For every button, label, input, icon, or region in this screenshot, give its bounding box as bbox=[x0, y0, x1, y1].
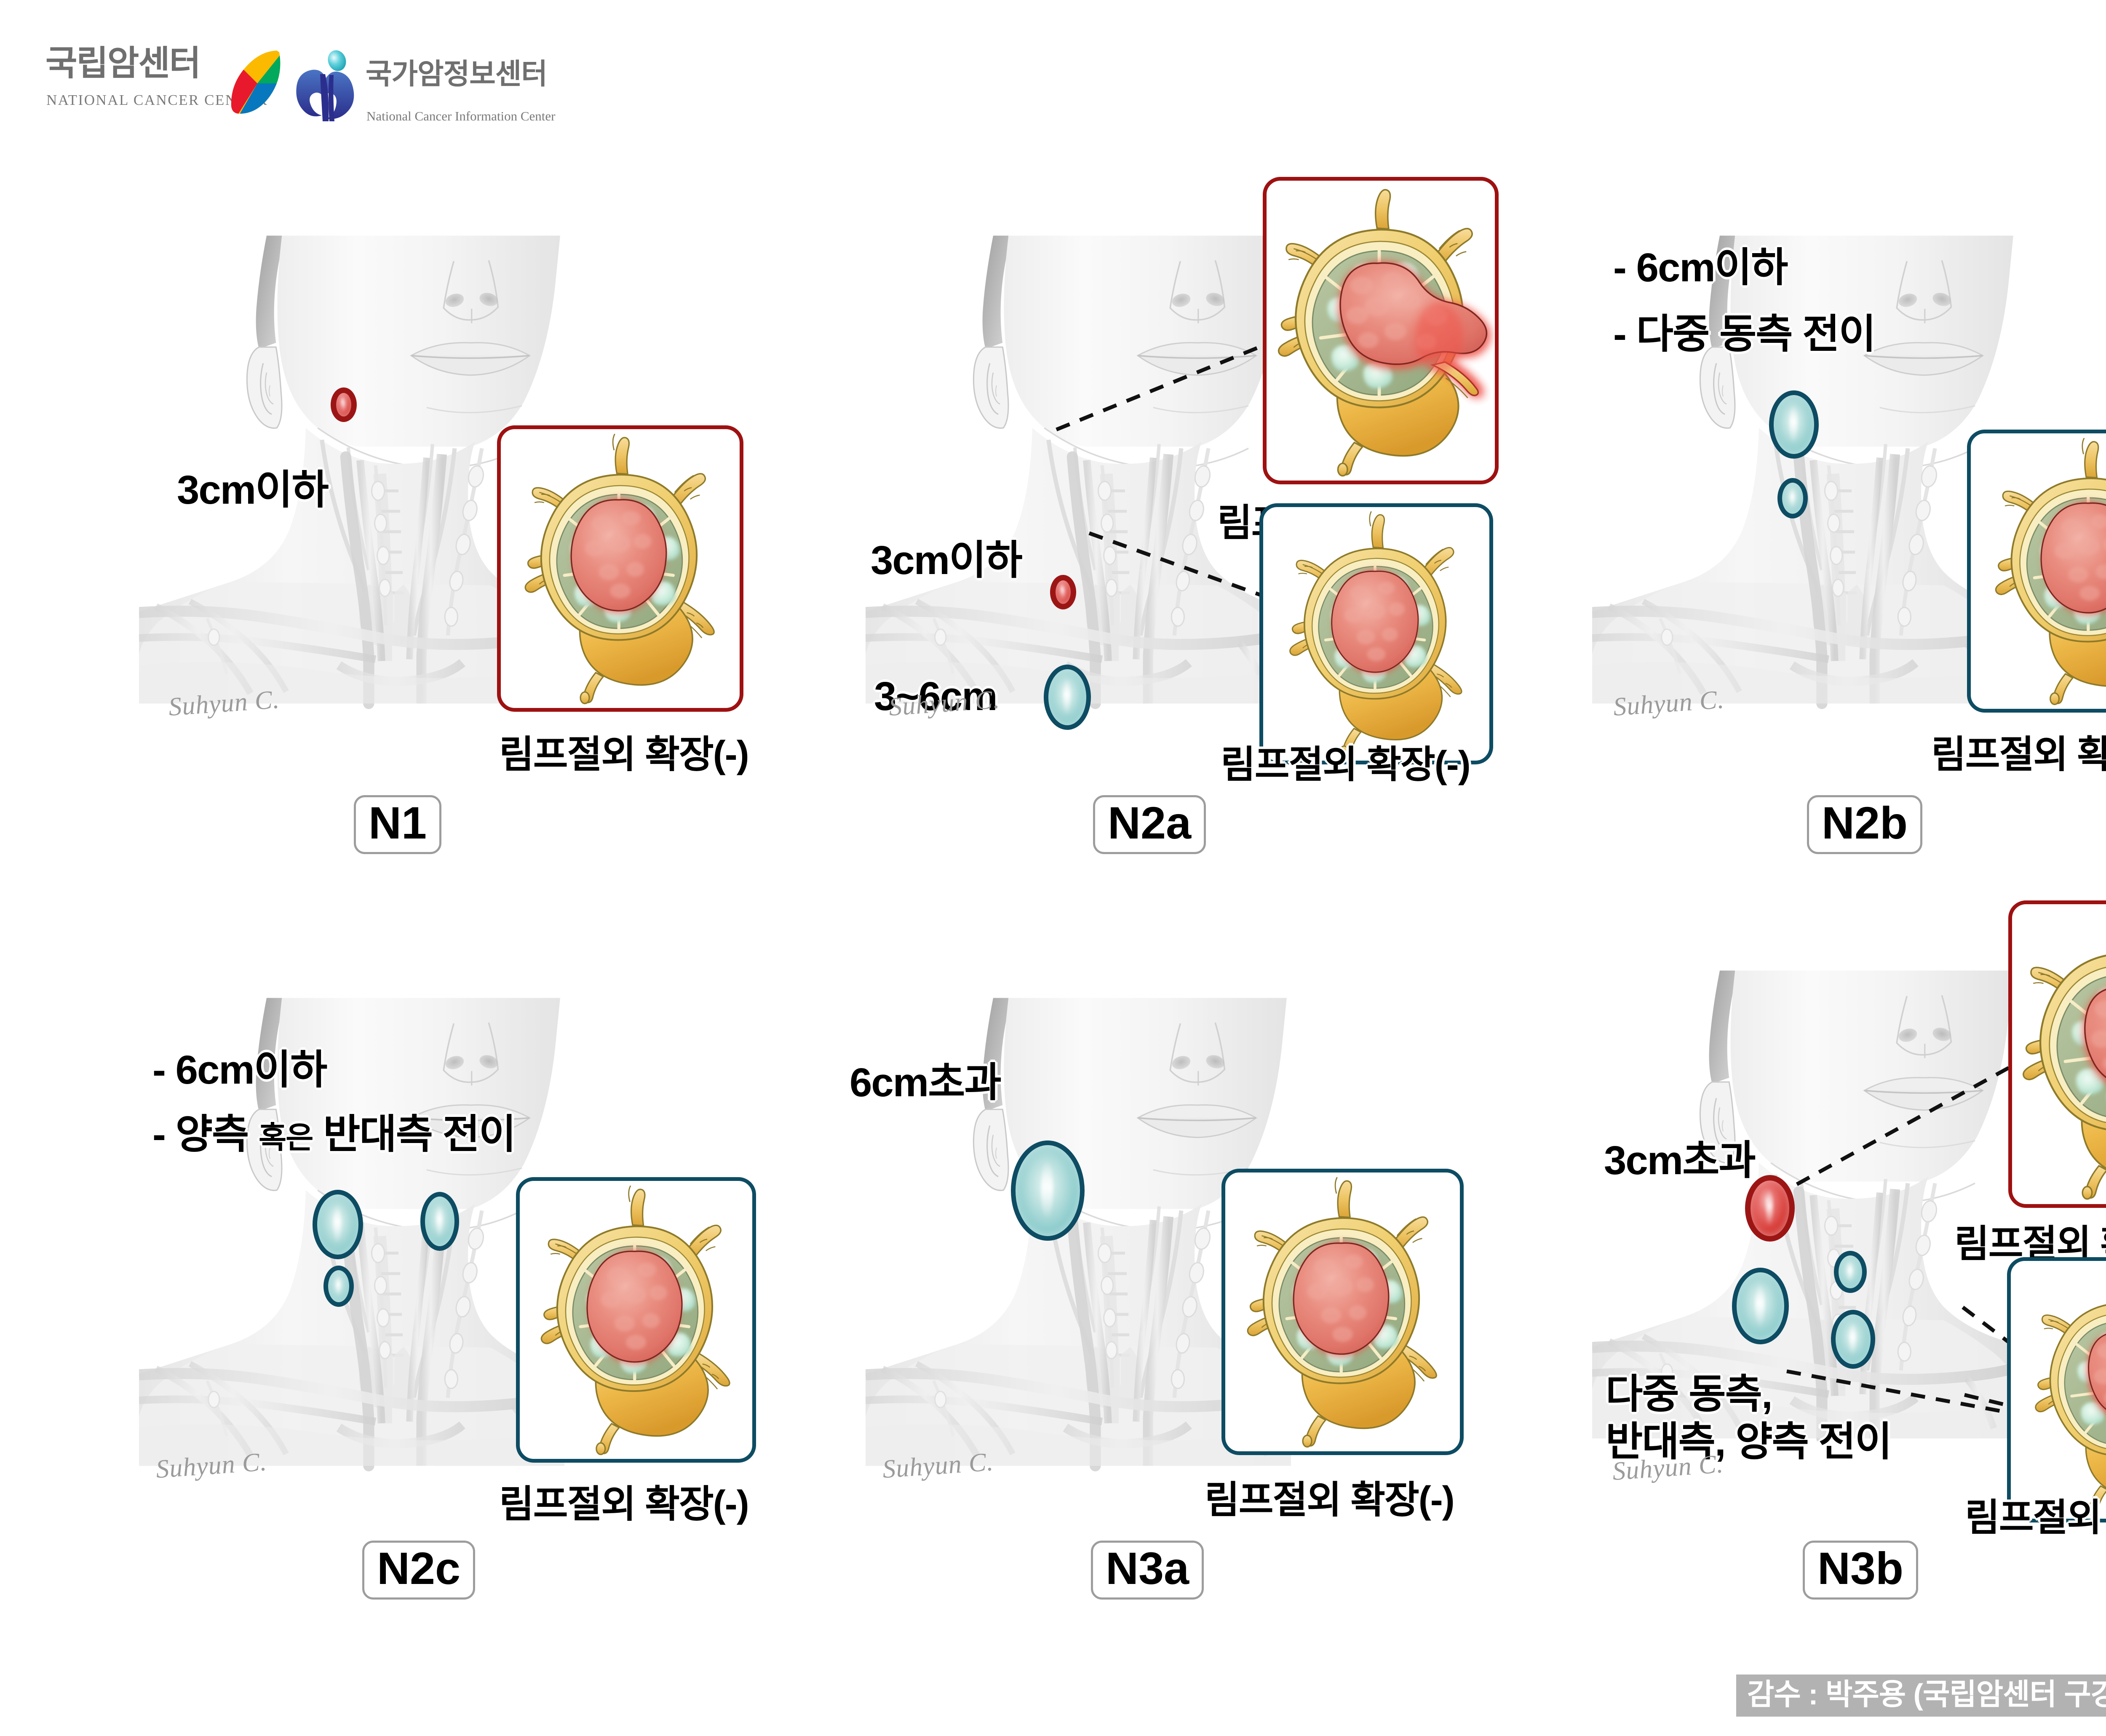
panel-n3b: 3cm초과 다중 동측, 반대측, 양측 전이 Suhyun C. bbox=[1592, 889, 2018, 1520]
panel-n3a: 6cm초과 Suhyun C. bbox=[850, 927, 1291, 1537]
lymph-node-marker-teal-large bbox=[1011, 1140, 1085, 1241]
stage-badge-n2a: N2a bbox=[1093, 795, 1206, 855]
lymph-node-marker-teal-2 bbox=[1777, 478, 1808, 518]
n2c-line2-part1: - 양측 bbox=[152, 1112, 259, 1157]
ece-label-n3b-bottom: 림프절외 확장(+) bbox=[1965, 1497, 2106, 1539]
size-label-n2a-bottom: 3~6cm bbox=[874, 674, 998, 719]
size-label-n1: 3cm이하 bbox=[177, 467, 329, 513]
lymph-node-marker-teal-1 bbox=[1769, 390, 1819, 459]
n2c-line2-small: 혹은 bbox=[258, 1121, 313, 1155]
inset-ece-negative-n2c bbox=[516, 1177, 756, 1463]
ncic-name-korean: 국가암정보센터 bbox=[366, 58, 548, 90]
stage-badge-n3a: N3a bbox=[1091, 1541, 1204, 1600]
ece-label-n2a-negative: 림프절외 확장(-) bbox=[1221, 744, 1471, 786]
size-label-n2c-line1: - 6cm이하 bbox=[152, 1047, 327, 1092]
inset-ece-negative-n3a bbox=[1221, 1169, 1464, 1455]
inset-ece-negative-n2b bbox=[1967, 430, 2106, 713]
size-label-n3b-line2: 다중 동측, bbox=[1606, 1372, 1773, 1417]
panel-n2a: 3cm이하 3~6cm Suhyun C. bbox=[866, 164, 1291, 775]
ece-label-n1: 림프절외 확장(-) bbox=[499, 734, 749, 776]
header-logos: 국립암센터 NATIONAL CANCER CENTER bbox=[0, 0, 657, 126]
stage-badge-n1: N1 bbox=[354, 795, 442, 855]
ncc-name-english: NATIONAL CANCER CENTER bbox=[46, 92, 268, 108]
ncic-name-english: National Cancer Information Center bbox=[366, 109, 556, 123]
lymph-node-marker-teal-contra bbox=[1831, 1310, 1875, 1369]
lymph-node-marker-red bbox=[1745, 1175, 1795, 1242]
ncc-name-korean: 국립암센터 bbox=[45, 44, 201, 83]
ece-label-n3a: 림프절외 확장(-) bbox=[1205, 1479, 1455, 1521]
size-label-n3b: 3cm초과 bbox=[1604, 1138, 1756, 1183]
inset-ece-negative-n1 bbox=[497, 425, 743, 712]
lymph-node-marker-teal bbox=[1044, 665, 1091, 730]
inset-ece-negative-n2a bbox=[1259, 503, 1493, 764]
size-label-n2c-line2: - 양측 혹은 반대측 전이 bbox=[152, 1111, 516, 1158]
ece-label-n2c: 림프절외 확장(-) bbox=[499, 1483, 749, 1525]
stage-badge-n3b: N3b bbox=[1803, 1541, 1919, 1600]
size-label-n2b-line2: - 다중 동측 전이 bbox=[1613, 312, 1876, 357]
lymph-node-marker-teal-ipsi-2 bbox=[323, 1266, 354, 1307]
inset-ece-positive-n2a bbox=[1263, 177, 1499, 484]
ece-label-n2b: 림프절외 확장(-) bbox=[1931, 734, 2106, 776]
lymph-node-marker-teal-ipsi bbox=[1732, 1268, 1789, 1344]
stage-badge-n2c: N2c bbox=[362, 1541, 476, 1600]
lymph-node-marker-teal-ipsi-1 bbox=[313, 1190, 363, 1259]
size-label-n2a-top: 3cm이하 bbox=[871, 538, 1023, 583]
national-cancer-center-logo: 국립암센터 bbox=[45, 44, 201, 83]
ncic-figure-logo-icon bbox=[295, 50, 357, 123]
size-label-n2b-line1: - 6cm이하 bbox=[1613, 245, 1788, 290]
inset-ece-positive-n3b-top bbox=[2008, 900, 2106, 1208]
size-label-n3a: 6cm초과 bbox=[850, 1060, 1002, 1105]
inset-ece-positive-n3b-bottom bbox=[2007, 1257, 2106, 1522]
footer-credit: 감수 : 박주용 (국립암센터 구강악안면외과) bbox=[1736, 1675, 2106, 1717]
lymph-node-marker-red bbox=[1050, 575, 1076, 609]
lymph-node-marker-teal-contra bbox=[420, 1192, 459, 1251]
ncc-leaf-logo-icon bbox=[230, 50, 284, 117]
lymph-node-marker-red bbox=[331, 387, 357, 422]
lymph-node-marker-teal-contra-small bbox=[1834, 1251, 1867, 1293]
panel-n1: 3cm이하 Suhyun C. bbox=[139, 164, 564, 775]
panel-n2b: - 6cm이하 - 다중 동측 전이 Suhyun C. bbox=[1592, 164, 2018, 775]
n2c-line2-part2: 반대측 전이 bbox=[313, 1112, 516, 1157]
stage-badge-n2b: N2b bbox=[1807, 795, 1923, 855]
panel-n2c: - 6cm이하 - 양측 혹은 반대측 전이 Suhyun C. bbox=[139, 927, 564, 1537]
